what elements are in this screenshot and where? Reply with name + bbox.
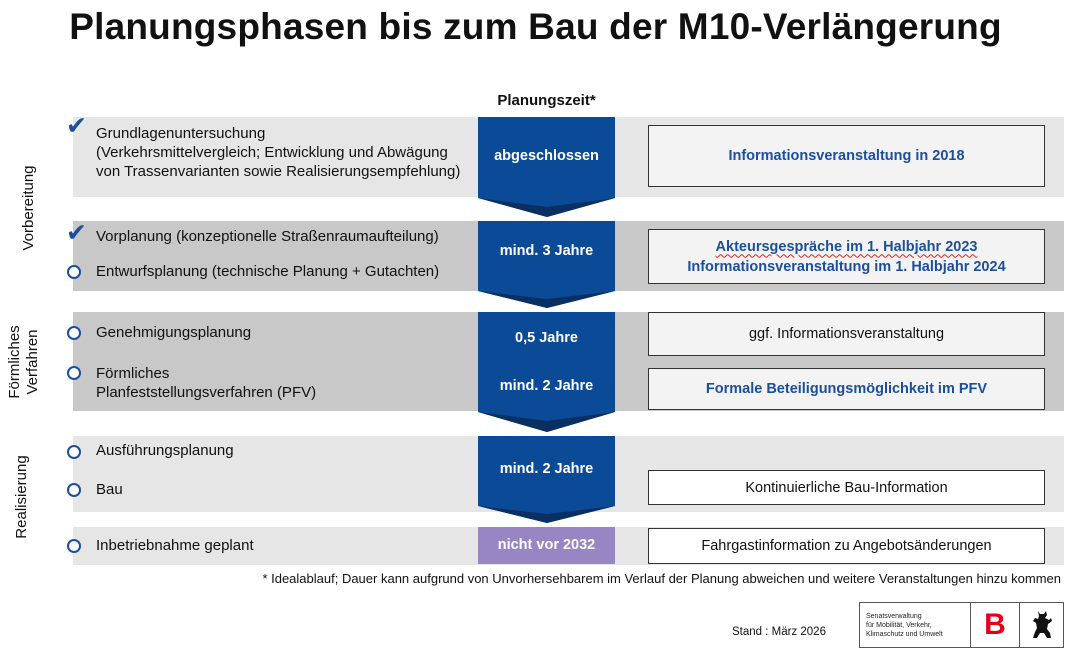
step-vorplanung: Vorplanung (konzeptionelle Straßenraumau… [96, 227, 439, 246]
duration-inbetriebnahme: nicht vor 2032 [497, 537, 596, 553]
duration-vorplanung: mind. 3 Jahre [499, 243, 594, 259]
timeline-header: Planungszeit* [497, 92, 596, 109]
open-circle-icon [67, 483, 81, 497]
step-line: (Verkehrsmittelvergleich; Entwicklung un… [96, 144, 448, 161]
participation-akteursgespraeche: Akteursgespräche im 1. Halbjahr 2023 Inf… [648, 229, 1045, 284]
arrow-vorplanung-shadow [478, 291, 615, 308]
checkmark-icon: ✔ [66, 219, 87, 247]
participation-line: Akteursgespräche im 1. Halbjahr 2023 [716, 237, 978, 257]
logo-line: Senatsverwaltung [866, 612, 922, 620]
step-line: von Trassenvarianten sowie Realisierungs… [96, 163, 461, 180]
participation-fahrgastinfo: Fahrgastinformation zu Angebotsänderunge… [648, 528, 1045, 564]
duration-pfv: mind. 2 Jahre [499, 378, 594, 394]
duration-genehmigung: 0,5 Jahre [515, 330, 578, 346]
duration-grundlagen: abgeschlossen [494, 148, 599, 164]
logo-line: Klimaschutz und Umwelt [866, 630, 943, 638]
step-line: Planfeststellungsverfahren (PFV) [96, 384, 317, 401]
participation-line: Informationsveranstaltung im 1. Halbjahr… [687, 258, 1006, 275]
step-ausfuehrungsplanung: Ausführungsplanung [96, 441, 234, 460]
step-line: Genehmigungsplanung [96, 324, 252, 341]
open-circle-icon [67, 445, 81, 459]
participation-line: ggf. Informationsveranstaltung [748, 326, 945, 342]
step-bau: Bau [96, 480, 123, 499]
open-circle-icon [67, 265, 81, 279]
open-circle-icon [67, 326, 81, 340]
step-line: Inbetriebnahme geplant [96, 537, 254, 554]
participation-line: Formale Beteiligungsmöglichkeit im PFV [705, 381, 988, 397]
arrow-realisierung [478, 436, 615, 523]
logo-line: für Mobilität, Verkehr, [866, 621, 932, 629]
participation-line: Informationsveranstaltung in 2018 [728, 148, 965, 164]
step-line: Bau [96, 481, 123, 498]
step-entwurfsplanung: Entwurfsplanung (technische Planung + Gu… [96, 262, 439, 281]
arrow-grundlagen-shadow [478, 198, 615, 217]
arrow-grundlagen [478, 117, 615, 217]
participation-info-2018: Informationsveranstaltung in 2018 [648, 125, 1045, 187]
open-circle-icon [67, 366, 81, 380]
open-circle-icon [67, 539, 81, 553]
berlin-bear-icon [1020, 609, 1063, 641]
logo-text: Senatsverwaltung für Mobilität, Verkehr,… [860, 612, 970, 639]
step-genehmigungsplanung: Genehmigungsplanung [96, 323, 251, 342]
step-line: Grundlagenuntersuchung [96, 125, 266, 142]
arrow-vorplanung [478, 221, 615, 308]
logo-divider [1019, 603, 1020, 647]
step-inbetriebnahme: Inbetriebnahme geplant [96, 536, 254, 555]
page-title: Planungsphasen bis zum Bau der M10-Verlä… [69, 6, 1002, 47]
participation-line: Fahrgastinformation zu Angebotsänderunge… [701, 538, 992, 554]
pending-box [478, 527, 615, 564]
participation-bau-info: Kontinuierliche Bau-Information [648, 470, 1045, 505]
participation-line: Kontinuierliche Bau-Information [745, 479, 948, 496]
berlin-bear-glyph [1032, 611, 1052, 638]
step-planfeststellung: Förmliches Planfeststellungsverfahren (P… [96, 364, 316, 402]
duration-realisierung: mind. 2 Jahre [499, 461, 594, 477]
arrow-foermlich [478, 312, 615, 432]
arrow-foermlich-shadow [478, 412, 615, 432]
logo-b-mark: B [984, 608, 1006, 641]
footnote: * Idealablauf; Dauer kann aufgrund von U… [262, 571, 1061, 586]
step-line: Förmliches [96, 365, 170, 382]
participation-line-text: Akteursgespräche im 1. Halbjahr 2023 [715, 238, 978, 255]
arrow-realisierung-shadow [478, 506, 615, 523]
checkmark-icon: ✔ [66, 112, 87, 140]
participation-pfv: Formale Beteiligungsmöglichkeit im PFV [648, 368, 1045, 410]
logo-divider [970, 603, 971, 647]
step-grundlagenuntersuchung: Grundlagenuntersuchung (Verkehrsmittelve… [96, 124, 460, 181]
step-line: Vorplanung (konzeptionelle Straßenraumau… [96, 228, 439, 245]
stand-date: Stand : März 2026 [732, 626, 826, 638]
step-line: Ausführungsplanung [96, 442, 234, 459]
participation-ggf-info: ggf. Informationsveranstaltung [648, 312, 1045, 356]
senatsverwaltung-logo: Senatsverwaltung für Mobilität, Verkehr,… [859, 602, 1064, 648]
step-line: Entwurfsplanung (technische Planung + Gu… [96, 263, 440, 280]
